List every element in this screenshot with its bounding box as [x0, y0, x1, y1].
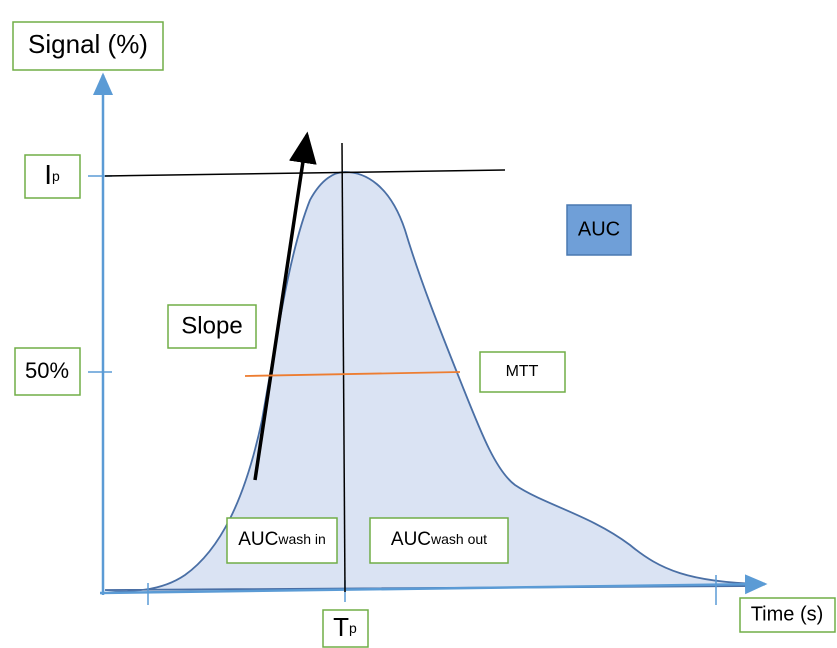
mtt-line — [244, 371, 461, 377]
wash-out-box — [369, 517, 509, 564]
mtt-label: MTT — [506, 363, 539, 380]
y-label-box — [12, 21, 164, 71]
tp-box — [322, 609, 369, 648]
text-part: I — [44, 159, 52, 190]
auc-box — [566, 204, 632, 256]
auc-label: AUC — [578, 218, 620, 240]
text-part: T — [333, 612, 349, 642]
tp-label: Tp — [333, 612, 357, 642]
text-part: wash out — [430, 531, 487, 547]
peak-line — [104, 169, 506, 177]
text-part: p — [52, 168, 60, 184]
y-axis-label: Signal (%) — [28, 29, 148, 59]
slope-label: Slope — [181, 312, 242, 339]
wash-in-label: AUCwash in — [238, 529, 326, 550]
ip-box — [24, 154, 81, 199]
text-part: p — [349, 620, 357, 636]
mtt-box — [479, 351, 566, 393]
half-label: 50% — [25, 358, 69, 383]
wash-in-box — [226, 517, 338, 564]
wash-out-label: AUCwash out — [391, 529, 487, 550]
x-label-box — [739, 597, 836, 633]
half-box — [14, 347, 81, 396]
text-part: wash in — [277, 531, 325, 547]
text-part: AUC — [238, 529, 278, 550]
peak-time-line — [341, 142, 346, 593]
text-part: AUC — [391, 529, 431, 550]
curve-area — [104, 171, 761, 592]
slope-arrow — [253, 131, 317, 481]
slope-box — [167, 304, 257, 349]
x-axis-label: Time (s) — [751, 603, 824, 625]
x-axis — [99, 574, 768, 595]
ip-label: Ip — [44, 159, 60, 190]
